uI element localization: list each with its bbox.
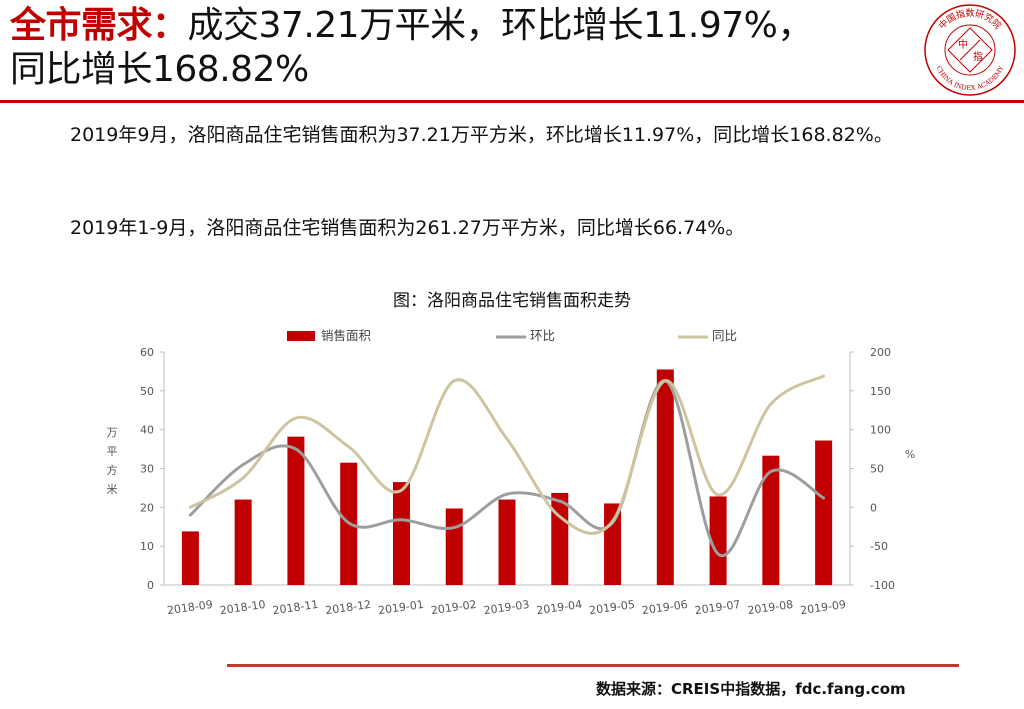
x-tick-label: 2019-03: [483, 598, 530, 617]
title-block: 全市需求：成交37.21万平米，环比增长11.97%， 同比增长168.82%: [10, 4, 910, 92]
y-tick-label: 20: [140, 501, 154, 514]
data-source: 数据来源：CREIS中指数据，fdc.fang.com: [596, 680, 906, 698]
legend-label-yoy: 同比: [712, 328, 737, 343]
bar-sales-area: [762, 455, 780, 585]
y-tick-label: 10: [140, 540, 154, 553]
x-tick-label: 2018-10: [219, 598, 266, 617]
line-yoy: [188, 374, 826, 535]
title-line-1: 全市需求：成交37.21万平米，环比增长11.97%，: [10, 4, 910, 48]
bar-sales-area: [498, 499, 516, 585]
y2-tick-label: 150: [870, 385, 891, 398]
y2-axis-label: %: [905, 448, 915, 461]
y-tick-label: 50: [140, 385, 154, 398]
paragraph-monthly: 2019年9月，洛阳商品住宅销售面积为37.21万平方米，环比增长11.97%，…: [70, 124, 893, 146]
bar-sales-area: [181, 531, 199, 585]
china-index-academy-logo: 中国指数研究院 CHINA INDEX ACADEMY 中 指: [924, 4, 1016, 96]
x-tick-label: 2018-09: [166, 598, 213, 617]
y2-tick-label: -50: [870, 540, 888, 553]
y-axis-label-char: 平: [107, 445, 118, 458]
y2-tick-label: 200: [870, 346, 891, 359]
y-tick-label: 60: [140, 346, 154, 359]
x-tick-label: 2019-05: [588, 598, 635, 617]
title-keyword: 全市需求：: [10, 5, 188, 46]
y-tick-label: 30: [140, 463, 154, 476]
legend-label-sales-area: 销售面积: [321, 328, 371, 343]
x-tick-label: 2019-08: [747, 598, 794, 617]
x-tick-label: 2019-09: [799, 598, 846, 617]
x-tick-label: 2019-04: [536, 598, 583, 617]
title-headline: 成交37.21万平米，环比增长11.97%，: [187, 5, 814, 46]
logo-char-right: 指: [973, 50, 983, 63]
logo-char-left: 中: [958, 38, 968, 51]
title-divider: [0, 100, 1024, 103]
footer-divider: [227, 664, 959, 667]
x-tick-label: 2019-02: [430, 598, 477, 617]
bar-sales-area: [815, 440, 833, 585]
bar-sales-area: [392, 482, 410, 585]
y-tick-label: 0: [147, 579, 154, 592]
y2-tick-label: -100: [870, 579, 895, 592]
paragraph-ytd: 2019年1-9月，洛阳商品住宅销售面积为261.27万平方米，同比增长66.7…: [70, 217, 745, 239]
x-tick-label: 2019-01: [377, 598, 424, 617]
y-axis-label-char: 方: [107, 463, 118, 477]
y-axis-label-char: 米: [107, 483, 118, 496]
line-mom: [188, 379, 826, 558]
bar-sales-area: [234, 499, 252, 585]
y-axis-label-char: 万: [107, 426, 118, 439]
bar-sales-area: [709, 496, 727, 585]
x-tick-label: 2018-11: [272, 598, 319, 617]
legend-label-mom: 环比: [530, 328, 555, 343]
bar-sales-area: [287, 436, 305, 585]
bar-sales-area: [551, 492, 569, 585]
bar-sales-area: [656, 369, 674, 585]
title-line-2: 同比增长168.82%: [10, 49, 309, 90]
sales-area-chart: 0 10 20 30 40 50 60 -100 -50 0 50 100 150 200 万平方米% 201…: [107, 328, 916, 617]
x-tick-label: 2019-06: [641, 598, 688, 617]
y2-tick-label: 50: [870, 463, 884, 476]
y-tick-label: 40: [140, 424, 154, 437]
x-tick-label: 2019-07: [694, 598, 741, 617]
bar-sales-area: [604, 503, 622, 585]
bar-sales-area: [445, 508, 463, 585]
y2-tick-label: 0: [870, 501, 877, 514]
chart-title: 图：洛阳商品住宅销售面积走势: [393, 291, 631, 311]
y2-tick-label: 100: [870, 424, 891, 437]
x-tick-label: 2018-12: [325, 598, 372, 617]
legend-swatch-sales-area: [287, 331, 315, 341]
